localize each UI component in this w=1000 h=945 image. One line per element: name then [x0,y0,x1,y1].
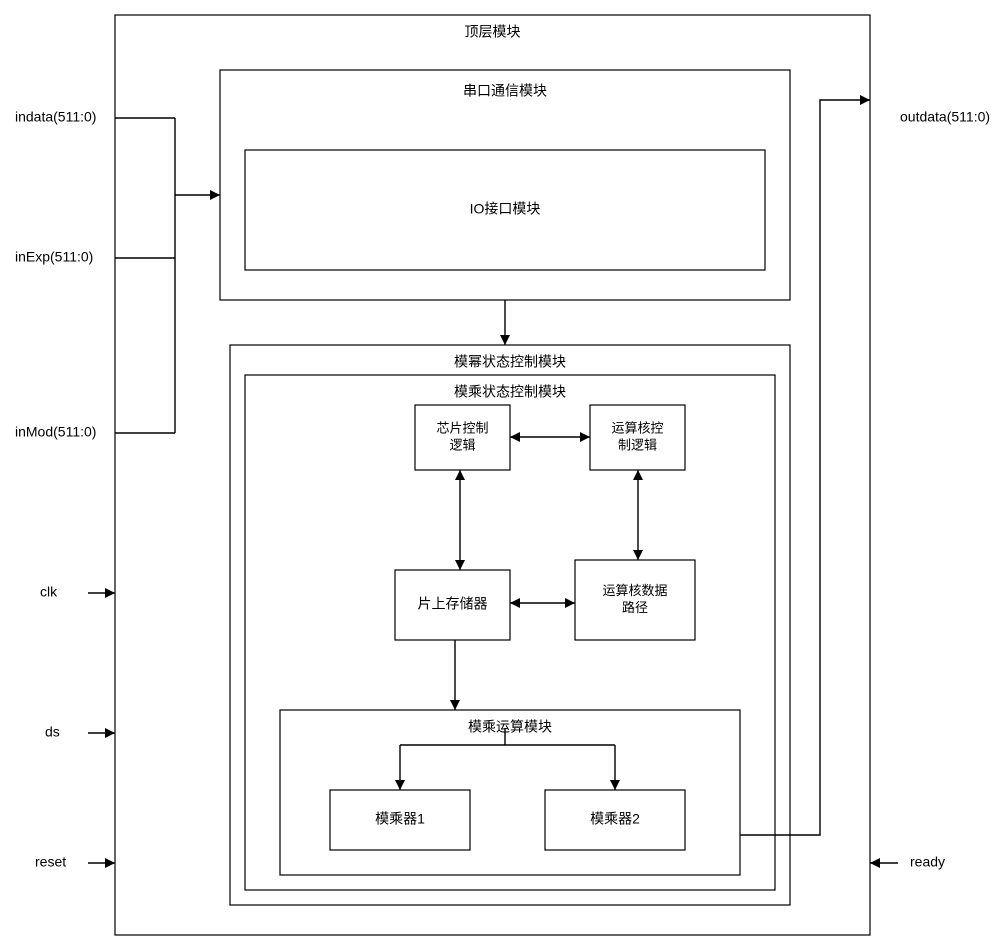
port-ready: ready [910,854,945,870]
modmul_ctrl-label: 模乘状态控制模块 [454,384,566,400]
port-indata: indata(511:0) [15,109,96,125]
mult1-label: 模乘器1 [375,811,425,827]
core_ctrl-label-0: 运算核控 [611,420,663,435]
core_data-label-0: 运算核数据 [602,583,667,598]
port-inMod: inMod(511:0) [15,424,96,440]
serial-label: 串口通信模块 [463,83,547,99]
port-reset: reset [35,854,66,870]
modmul_op-label: 模乘运算模块 [468,719,552,735]
core_ctrl-label-1: 制逻辑 [618,437,657,452]
modexp-label: 模幂状态控制模块 [454,354,566,370]
mult2-label: 模乘器2 [590,811,640,827]
core_data-label-1: 路径 [622,600,648,615]
onchip_mem-label: 片上存储器 [418,596,488,612]
chip_ctrl-label-1: 逻辑 [449,437,475,452]
chip_ctrl-label-0: 芯片控制 [436,420,488,435]
io-label: IO接口模块 [470,201,541,217]
port-ds: ds [45,724,60,740]
port-inExp: inExp(511:0) [15,249,93,265]
port-outdata: outdata(511:0) [900,109,990,125]
port-clk: clk [40,584,58,600]
outer-label: 顶层模块 [465,24,521,40]
